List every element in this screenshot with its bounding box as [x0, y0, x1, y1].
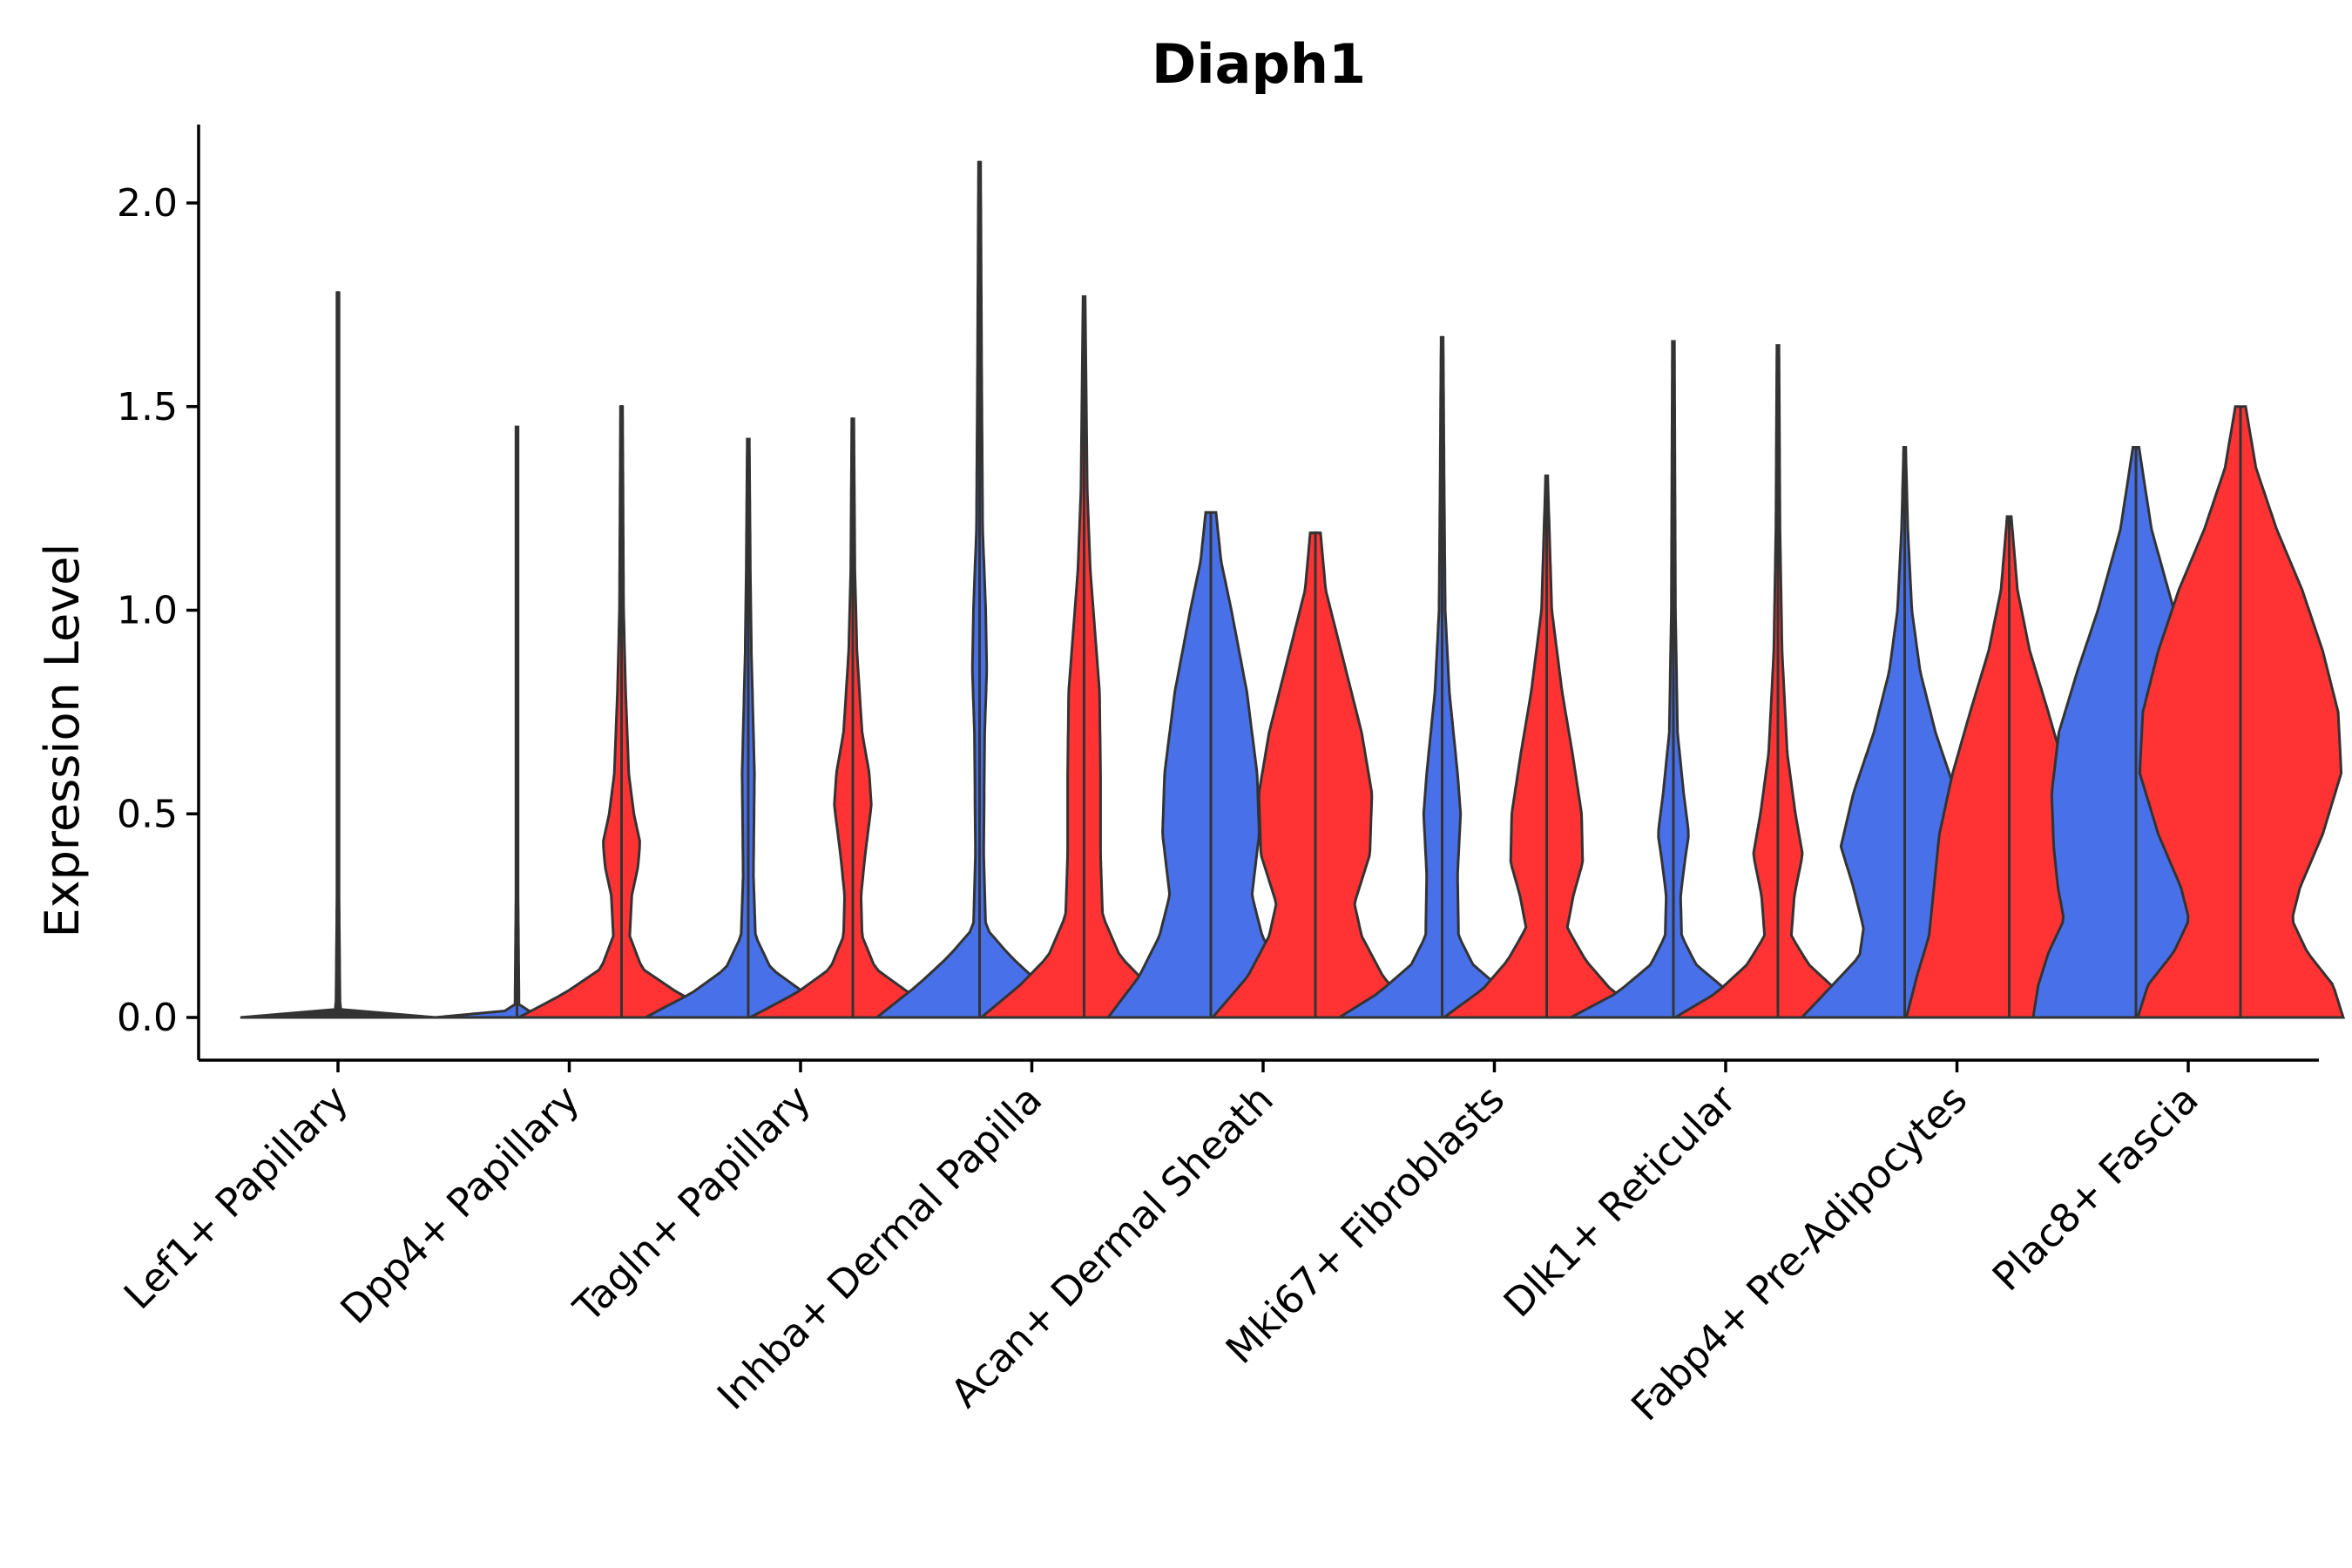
violin-tagln-papillary-right — [749, 417, 956, 1019]
violin-mki67-fibroblasts-right — [1439, 474, 1654, 1019]
x-tick-label: Plac8+ Fascia — [1984, 1076, 2207, 1300]
violin-lef1-papillary — [240, 291, 436, 1019]
x-tick-label: Lef1+ Papillary — [115, 1076, 357, 1318]
violin-dpp4-papillary-right — [517, 405, 726, 1019]
y-tick-label: 2.0 — [117, 181, 178, 226]
y-tick-label: 0.5 — [117, 792, 178, 836]
x-tick-label: Dlk1+ Reticular — [1495, 1076, 1745, 1326]
violins-layer — [240, 160, 2346, 1019]
violin-mki67-fibroblasts-left — [1335, 335, 1550, 1019]
x-tick-label: Tagln+ Papillary — [564, 1076, 820, 1331]
x-tick-label: Dpp4+ Papillary — [331, 1076, 588, 1333]
y-tick-label: 1.5 — [117, 385, 178, 429]
y-axis-label: Expression Level — [35, 544, 90, 938]
y-tick-label: 1.0 — [117, 589, 178, 633]
chart-title: Diaph1 — [1152, 32, 1366, 96]
violin-acan-dermal-sheath-right — [1209, 531, 1422, 1019]
violin-tagln-papillary-left — [645, 437, 852, 1019]
violin-dpp4-papillary-left — [434, 425, 600, 1019]
violin-inhba-dermal-papilla-right — [977, 294, 1191, 1019]
violin-inhba-dermal-papilla-left — [873, 160, 1086, 1019]
violin-acan-dermal-sheath-left — [1105, 510, 1317, 1019]
violin-dlk1-reticular-right — [1670, 344, 1886, 1019]
violin-plac8-fascia-right — [2135, 405, 2346, 1019]
y-tick-label: 0.0 — [117, 996, 178, 1040]
violin-dlk1-reticular-left — [1570, 340, 1777, 1019]
